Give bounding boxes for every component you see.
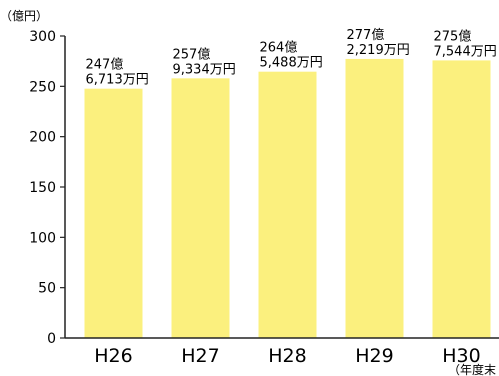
data-label-billion: 264億	[260, 40, 298, 56]
data-label-tenthousand: 5,488万円	[260, 56, 323, 71]
data-label-billion: 247億	[86, 57, 124, 73]
y-tick-label: 250	[29, 79, 56, 95]
bar	[432, 60, 491, 339]
bar	[345, 58, 404, 338]
x-tick-label: H27	[181, 345, 219, 367]
y-tick-label: 200	[29, 130, 56, 146]
data-label-tenthousand: 2,219万円	[347, 43, 410, 58]
y-tick-label: 300	[29, 29, 56, 45]
bars	[84, 58, 491, 339]
bar	[171, 78, 230, 338]
data-label-billion: 275億	[434, 28, 472, 44]
bar	[258, 71, 317, 339]
y-axis: 0 50 100 150 200 250 300	[29, 29, 66, 347]
bar	[84, 88, 143, 339]
y-tick-label: 150	[29, 180, 56, 196]
data-label-tenthousand: 6,713万円	[86, 73, 149, 88]
y-tick-label: 100	[29, 230, 56, 246]
y-unit-label: （億円）	[0, 9, 48, 23]
data-label-tenthousand: 9,334万円	[173, 62, 236, 77]
x-tick-label: H26	[94, 345, 132, 367]
x-tick-label: H30	[442, 345, 480, 367]
x-axis: H26 H27 H28 H29 H30	[65, 337, 499, 367]
data-label-billion: 277億	[347, 27, 385, 43]
y-tick-label: 0	[47, 331, 56, 347]
x-tick-label: H28	[268, 345, 306, 367]
x-unit-label: （年度末	[448, 362, 496, 376]
x-tick-label: H29	[355, 345, 393, 367]
data-label-tenthousand: 7,544万円	[434, 44, 497, 59]
y-tick-label: 50	[38, 281, 56, 297]
data-label-billion: 257億	[173, 46, 211, 62]
